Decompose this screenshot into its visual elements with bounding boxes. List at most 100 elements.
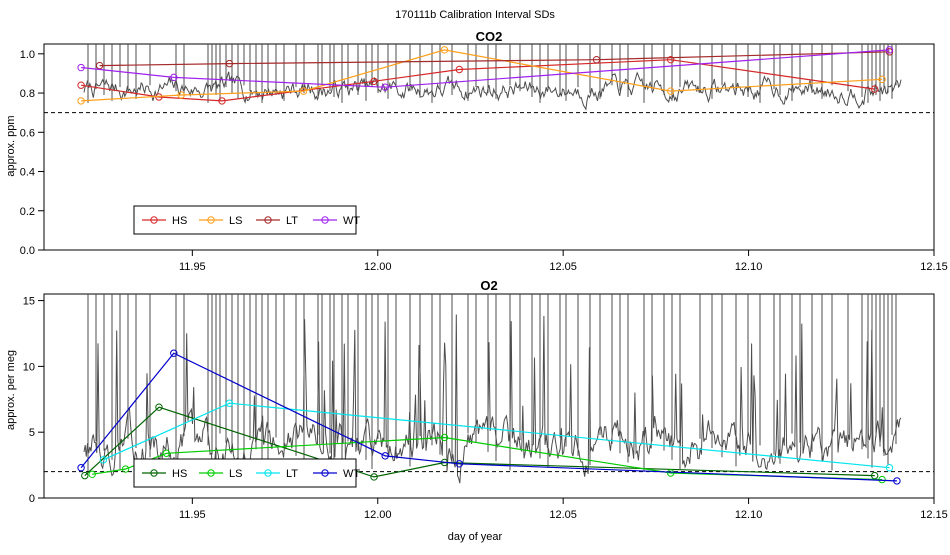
data-point: [370, 77, 378, 85]
legend-label: WT: [343, 468, 360, 480]
plot-frame: [43, 43, 935, 251]
y-tick-label: 0.4: [20, 167, 35, 179]
data-point: [170, 73, 178, 82]
series-ls: [77, 46, 886, 105]
series-line-lt: [103, 402, 890, 469]
y-tick-label: 0: [29, 493, 35, 505]
data-point: [667, 55, 675, 64]
y-tick-label: 0.8: [20, 88, 35, 100]
plot-frame: [43, 293, 935, 499]
x-tick-label: 12.05: [549, 509, 577, 521]
data-point: [177, 91, 185, 99]
legend-label: LS: [229, 468, 242, 480]
legend-marker: [264, 469, 272, 477]
series-line-hs: [84, 406, 875, 478]
series-line-wt: [80, 352, 897, 482]
series-line-wt: [81, 49, 890, 88]
series-wt: [77, 349, 901, 485]
data-point: [455, 65, 464, 74]
legend: HS LS LT WT: [133, 458, 360, 488]
y-tick-label: 0.2: [20, 206, 35, 218]
co2-panel-title: CO2: [476, 29, 503, 44]
x-tick-label: 12.10: [735, 261, 763, 273]
series-line-lt: [99, 51, 890, 67]
x-tick-label: 12.15: [920, 261, 948, 273]
data-point: [893, 477, 901, 485]
x-tick-label: 12.05: [549, 261, 577, 273]
raw-signal-trace: [83, 314, 902, 484]
data-point: [370, 473, 378, 481]
data-point: [455, 460, 464, 468]
series-wt: [77, 46, 894, 91]
data-point: [885, 46, 894, 54]
legend-marker: [264, 216, 272, 224]
x-tick-label: 12.00: [364, 509, 392, 521]
data-point: [667, 87, 675, 95]
series-line-ls: [81, 49, 883, 102]
data-point: [225, 399, 234, 407]
y-tick-label: 1.0: [20, 49, 35, 61]
data-point: [162, 449, 171, 457]
y-tick-label: 0.6: [20, 127, 35, 139]
data-point: [77, 97, 85, 105]
legend-label: WT: [343, 215, 360, 227]
legend-marker: [207, 469, 215, 477]
series-ls: [88, 433, 886, 484]
data-point: [99, 456, 108, 464]
o2-panel: O2 approx. per meg day of year 11.95 12.0…: [5, 278, 948, 543]
data-point: [667, 469, 675, 477]
figure-title: 170111b Calibration Interval SDs: [395, 9, 555, 21]
series-lt: [95, 48, 894, 70]
data-point: [121, 465, 130, 473]
y-tick-label: 15: [23, 296, 35, 308]
legend-label: LT: [286, 468, 298, 480]
data-point: [225, 59, 234, 68]
o2-panel-title: O2: [480, 278, 497, 293]
data-point: [170, 349, 178, 357]
series-line-ls: [92, 436, 883, 481]
data-point: [870, 85, 879, 93]
data-point: [88, 470, 96, 479]
x-tick-label: 11.95: [179, 261, 206, 273]
data-point: [381, 452, 389, 460]
legend-marker: [150, 216, 158, 224]
data-point: [155, 403, 163, 411]
legend-label: LS: [229, 215, 242, 227]
co2-y-axis-title: approx. ppm: [5, 115, 17, 176]
y-tick-label: 5: [29, 427, 35, 439]
o2-y-axis-title: approx. per meg: [5, 350, 17, 430]
data-point: [77, 81, 85, 89]
data-point: [299, 87, 308, 95]
legend: HS LS LT WT: [133, 205, 360, 235]
y-tick-label: 10: [23, 361, 35, 373]
legend-marker: [150, 469, 158, 477]
x-tick-label: 11.95: [179, 509, 206, 521]
series-line-hs: [81, 59, 875, 102]
data-point: [81, 471, 89, 480]
data-point: [885, 48, 894, 56]
legend-marker: [321, 469, 329, 477]
series-lt: [99, 399, 894, 472]
legend-marker: [207, 216, 215, 224]
data-point: [440, 433, 449, 442]
x-tick-label: 12.00: [364, 261, 392, 273]
x-axis-title: day of year: [448, 531, 503, 543]
legend-label: HS: [172, 215, 187, 227]
data-point: [878, 75, 886, 84]
data-point: [218, 97, 226, 105]
data-point: [592, 55, 601, 64]
legend-label: LT: [286, 215, 298, 227]
data-point: [381, 83, 389, 91]
data-point: [885, 464, 894, 472]
spike-group: [87, 294, 897, 472]
raw-signal-trace: [83, 71, 902, 111]
data-point: [95, 61, 104, 70]
x-tick-label: 12.15: [920, 509, 948, 521]
legend-marker: [321, 216, 329, 224]
data-point: [77, 63, 85, 72]
data-point: [77, 464, 85, 472]
co2-panel: CO2 approx. ppm 11.95 12.00 12.05 12.10 12.1…: [5, 29, 948, 273]
legend-label: HS: [172, 468, 187, 480]
